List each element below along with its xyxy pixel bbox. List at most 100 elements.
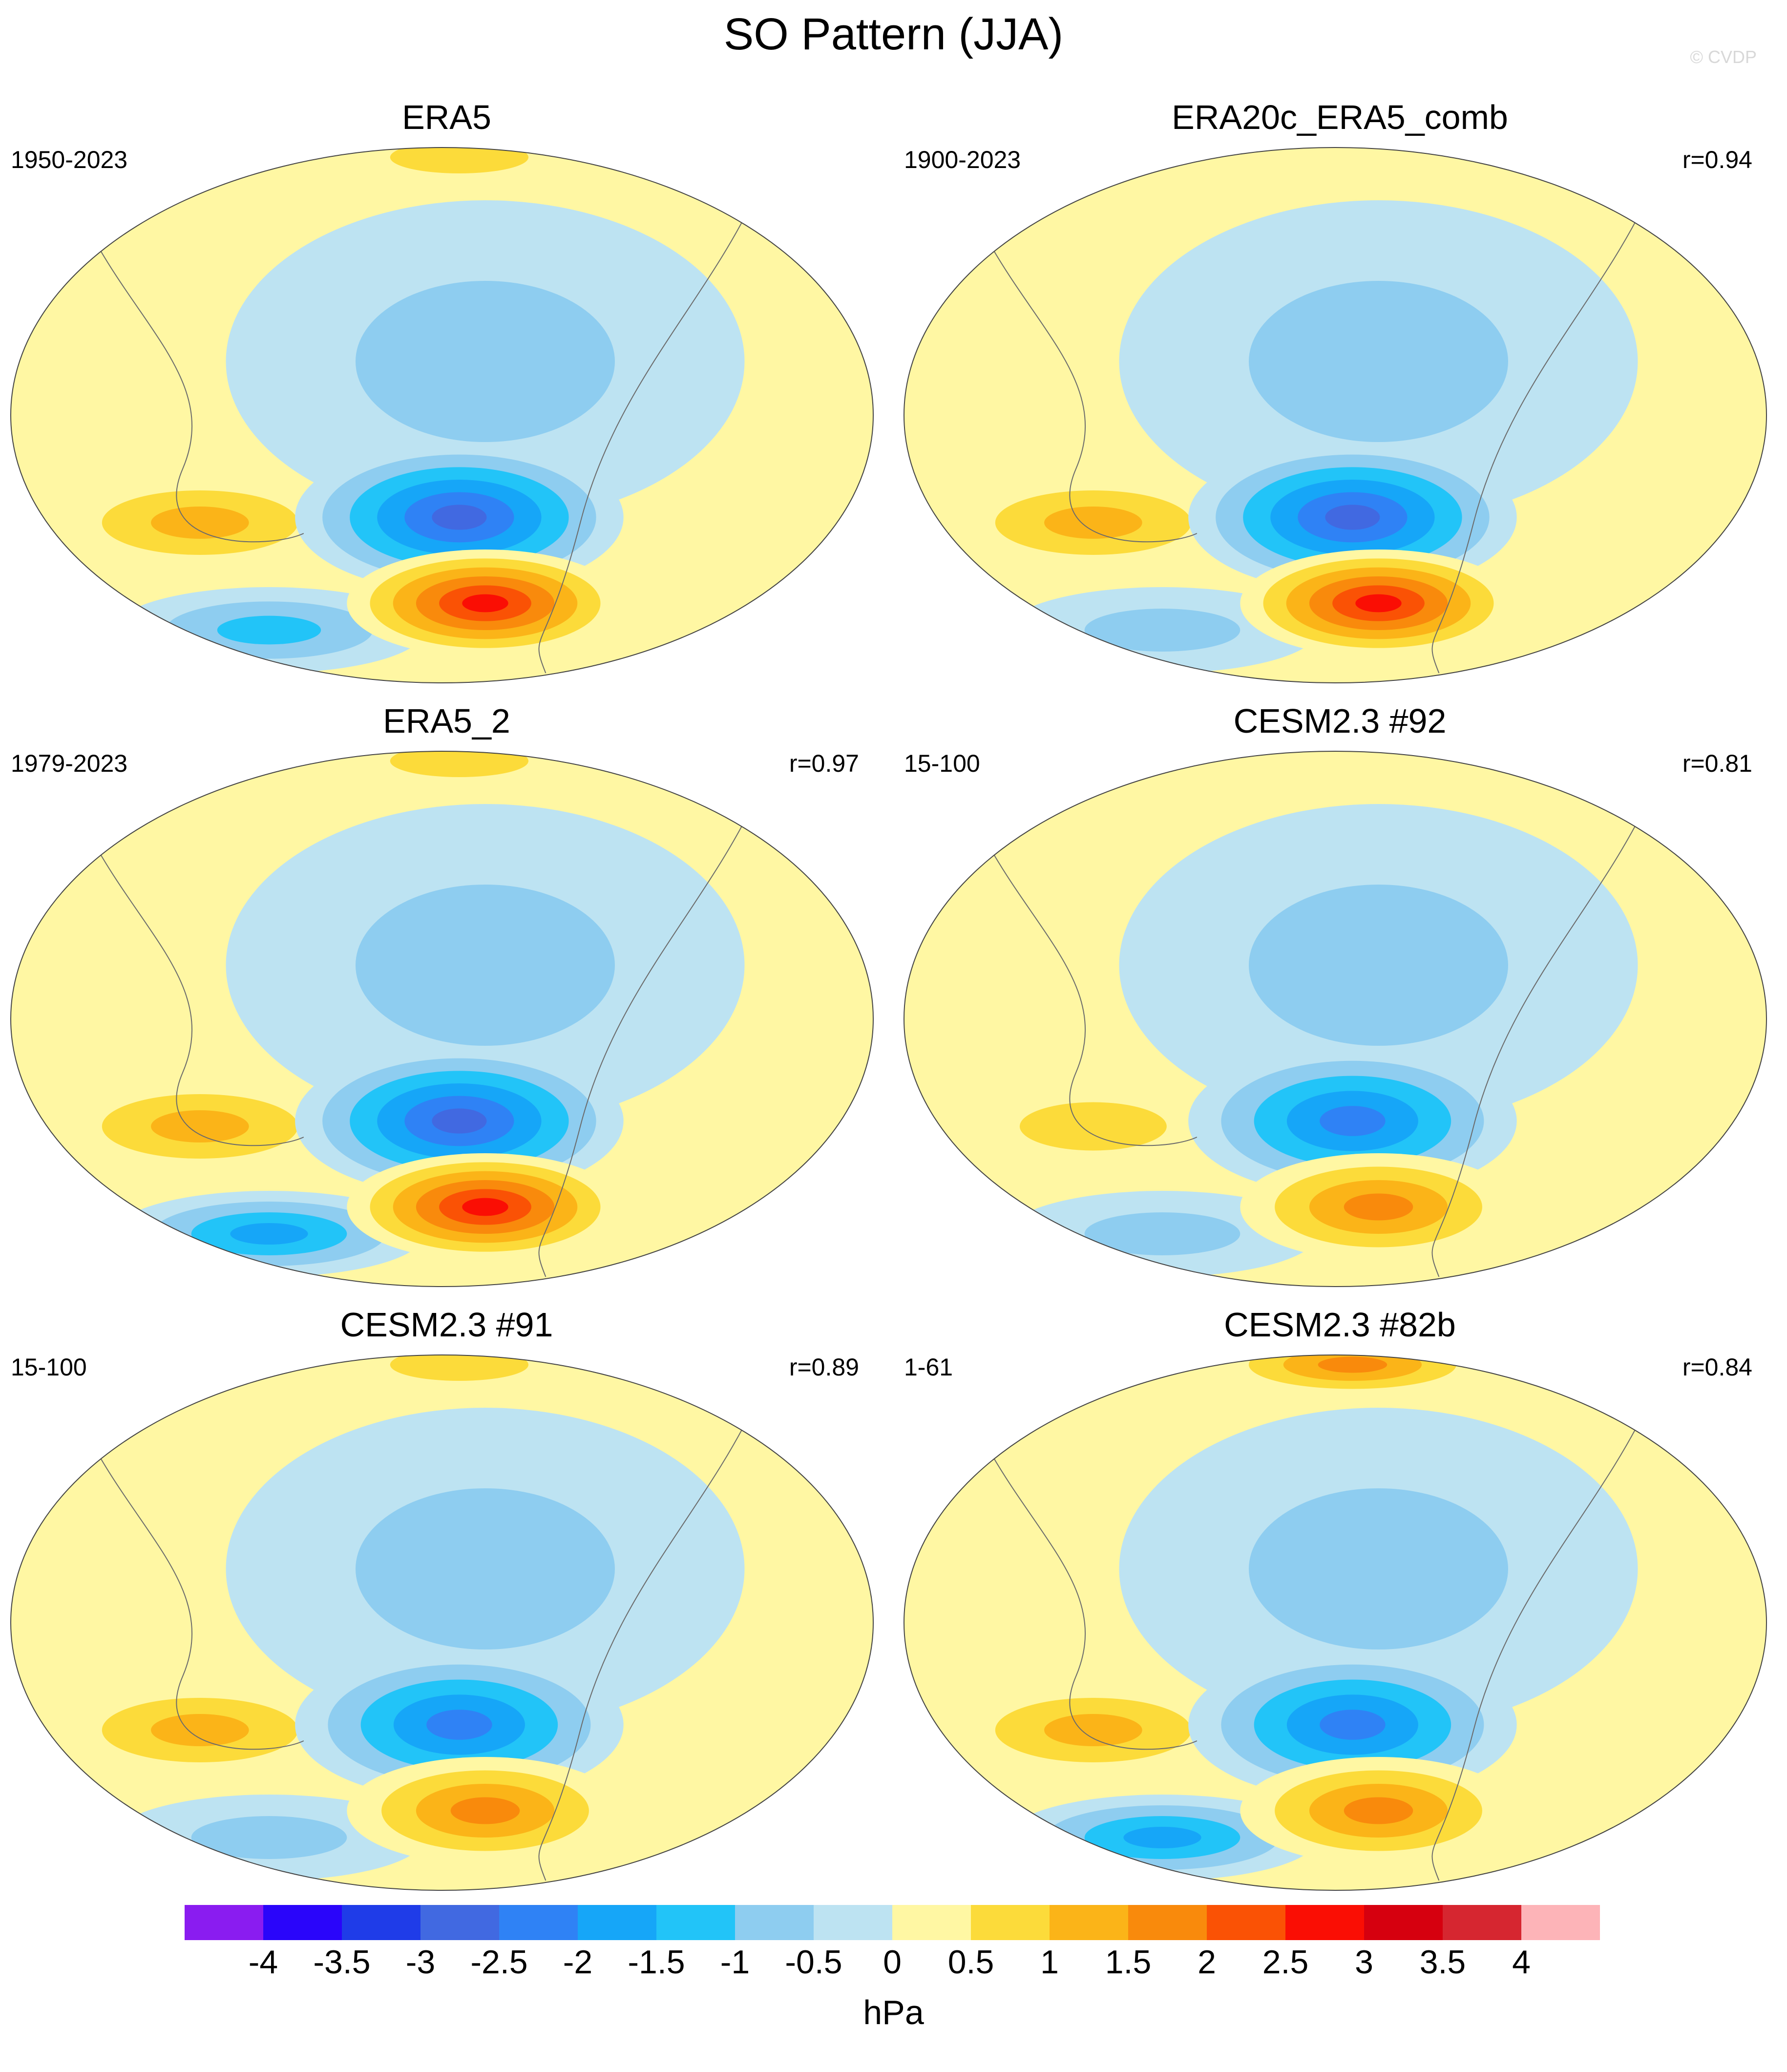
anomaly-contour <box>151 1110 249 1142</box>
anomaly-contour <box>151 1714 249 1746</box>
colorbar-tick-label: 3.5 <box>1419 1944 1466 1981</box>
anomaly-contour <box>1344 1797 1413 1824</box>
panel-period: 1900-2023 <box>904 146 1021 173</box>
anomaly-contour <box>1214 148 1491 190</box>
colorbar-tick-label: 2.5 <box>1262 1944 1309 1981</box>
sea-level-pressure-map <box>904 1354 1767 1891</box>
panel-correlation: r=0.81 <box>1682 750 1752 777</box>
coastline <box>1431 803 1647 1277</box>
anomaly-contour <box>1249 1488 1508 1649</box>
anomaly-contour <box>1123 1827 1201 1848</box>
anomaly-contour <box>1355 594 1402 613</box>
colorbar-box <box>1050 1905 1128 1940</box>
colorbar-box <box>185 1905 263 1940</box>
colorbar-box <box>1207 1905 1285 1940</box>
panel-title: CESM2.3 #92 <box>1233 702 1447 740</box>
anomaly-contour <box>1084 1212 1240 1255</box>
coastline <box>1431 1407 1647 1881</box>
coastline <box>96 846 304 1146</box>
colorbar-box <box>1285 1905 1364 1940</box>
colorbar-tick-label: -1 <box>720 1944 750 1981</box>
colorbar <box>185 1905 1600 1940</box>
panel-period: 1979-2023 <box>11 750 128 777</box>
colorbar-tick-label: 0.5 <box>947 1944 994 1981</box>
map-border <box>904 751 1767 1287</box>
panel-title: CESM2.3 #91 <box>340 1306 553 1344</box>
colorbar-box <box>578 1905 656 1940</box>
map-panel: CESM2.3 #92 15-100 r=0.81 <box>893 701 1787 1305</box>
colorbar-tick-label: -3.5 <box>313 1944 371 1981</box>
anomaly-contour <box>1344 1193 1413 1221</box>
map-border <box>10 751 874 1287</box>
colorbar-tick-label: -1.5 <box>628 1944 685 1981</box>
colorbar-box <box>971 1905 1050 1940</box>
sea-level-pressure-map <box>10 751 874 1287</box>
anomaly-contour <box>462 594 508 613</box>
colorbar-tick-label: -3 <box>405 1944 436 1981</box>
map-panel: ERA20c_ERA5_comb 1900-2023 r=0.94 <box>893 98 1787 701</box>
colorbar-box <box>1364 1905 1443 1940</box>
map-panel: CESM2.3 #82b 1-61 r=0.84 <box>893 1305 1787 1909</box>
map-border <box>904 1354 1767 1891</box>
anomaly-contour <box>1325 505 1380 530</box>
map-panel: ERA5_2 1979-2023 r=0.97 <box>0 701 893 1305</box>
anomaly-contour <box>426 1710 492 1740</box>
colorbar-tick-label: -0.5 <box>785 1944 842 1981</box>
anomaly-contour <box>1318 1356 1388 1373</box>
anomaly-contour <box>432 1108 487 1134</box>
coastline <box>538 1407 754 1881</box>
panel-title: ERA5_2 <box>383 702 510 740</box>
colorbar-box <box>1128 1905 1207 1940</box>
colorbar-tick-label: 1 <box>1040 1944 1059 1981</box>
anomaly-contour <box>1249 281 1508 442</box>
anomaly-contour <box>356 885 615 1046</box>
anomaly-contour <box>1320 1106 1386 1136</box>
colorbar-tick-label: 2 <box>1198 1944 1216 1981</box>
anomaly-contour <box>1320 1710 1386 1740</box>
map-border <box>10 1354 874 1891</box>
anomaly-contour <box>217 615 321 645</box>
panel-correlation: r=0.94 <box>1682 146 1752 173</box>
anomaly-contour <box>1084 609 1240 652</box>
panel-correlation: r=0.97 <box>789 750 859 777</box>
anomaly-contour <box>1249 885 1508 1046</box>
anomaly-contour <box>191 1816 347 1859</box>
map-border <box>10 147 874 683</box>
colorbar-box <box>656 1905 735 1940</box>
panel-title: ERA20c_ERA5_comb <box>1172 98 1508 136</box>
colorbar-box <box>1521 1905 1600 1940</box>
anomaly-contour <box>1019 1102 1167 1151</box>
panel-title: ERA5 <box>402 98 491 136</box>
colorbar-box <box>263 1905 342 1940</box>
anomaly-contour <box>356 281 615 442</box>
anomaly-contour <box>151 507 249 539</box>
colorbar-tick-label: -4 <box>248 1944 278 1981</box>
colorbar-box <box>1443 1905 1521 1940</box>
coastline <box>538 803 754 1277</box>
colorbar-tick-label: 1.5 <box>1105 1944 1152 1981</box>
panel-period: 15-100 <box>904 750 980 777</box>
copyright-label: © CVDP <box>1690 47 1757 67</box>
map-border <box>904 147 1767 683</box>
map-panel: ERA5 1950-2023 <box>0 98 893 701</box>
coastline <box>96 1450 304 1750</box>
anomaly-contour <box>356 1488 615 1649</box>
colorbar-tick-label: 4 <box>1512 1944 1531 1981</box>
panel-period: 1-61 <box>904 1353 953 1381</box>
colorbar-tick-label: 0 <box>883 1944 902 1981</box>
panel-correlation: r=0.84 <box>1682 1353 1752 1381</box>
colorbar-tick-label: -2.5 <box>470 1944 528 1981</box>
anomaly-contour <box>1044 507 1142 539</box>
coastline <box>1431 200 1647 674</box>
colorbar-box <box>342 1905 420 1940</box>
colorbar-units: hPa <box>863 1993 924 2031</box>
colorbar-tick-label: -2 <box>563 1944 593 1981</box>
anomaly-contour <box>230 1223 308 1245</box>
colorbar-box <box>499 1905 578 1940</box>
colorbar-tick-label: 3 <box>1355 1944 1373 1981</box>
sea-level-pressure-map <box>10 1354 874 1891</box>
coastline <box>989 846 1198 1146</box>
colorbar-box <box>735 1905 814 1940</box>
coastline <box>989 1450 1198 1750</box>
